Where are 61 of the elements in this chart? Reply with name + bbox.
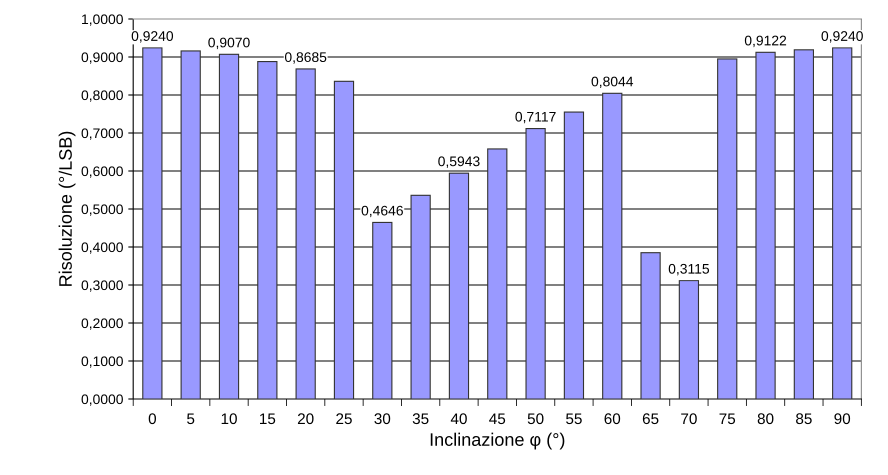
bar <box>257 61 278 399</box>
x-tick-label: 25 <box>336 413 352 424</box>
x-tick-label: 70 <box>681 413 697 424</box>
x-tick-label: 5 <box>187 413 194 424</box>
data-label: 0,8044 <box>592 76 634 88</box>
bar <box>448 172 470 399</box>
y-tick-label: 1,0000 <box>82 14 123 26</box>
x-tick-label: 75 <box>720 413 736 424</box>
bar <box>602 92 622 399</box>
bar <box>180 50 201 399</box>
x-tick-label: 80 <box>758 413 774 424</box>
data-label: 0,9240 <box>822 31 863 43</box>
x-tick-label: 10 <box>222 413 237 424</box>
bar <box>717 58 738 399</box>
bar <box>640 252 661 399</box>
x-tick-label: 65 <box>642 413 658 424</box>
x-tick-label: 30 <box>374 413 390 424</box>
bar <box>525 128 546 399</box>
y-tick-label: 0,9000 <box>82 52 123 64</box>
bar <box>372 222 392 399</box>
data-label: 0,5943 <box>438 156 480 168</box>
x-tick-label: 20 <box>298 413 314 424</box>
y-tick-label: 0,1000 <box>82 356 123 368</box>
bar <box>218 54 240 399</box>
data-label: 0,9240 <box>132 31 174 43</box>
data-label: 0,9122 <box>744 36 786 48</box>
y-tick-label: 0,2000 <box>82 318 123 330</box>
x-tick-label: 15 <box>260 413 276 424</box>
y-tick-label: 0,6000 <box>82 166 123 178</box>
x-axis-title: Inclinazione φ (°) <box>430 432 564 450</box>
x-tick-label: 60 <box>604 413 620 424</box>
bar <box>794 49 814 399</box>
bar <box>142 47 162 399</box>
data-label: 0,8685 <box>284 52 326 64</box>
data-label: 0,9070 <box>208 38 250 50</box>
x-tick-label: 85 <box>796 413 812 424</box>
x-tick-label: 90 <box>834 413 850 424</box>
x-tick-label: 55 <box>566 413 582 424</box>
y-tick-label: 0,0000 <box>82 394 123 406</box>
bar <box>678 280 700 399</box>
data-label: 0,4646 <box>362 206 403 218</box>
x-tick-label: 35 <box>412 413 428 424</box>
y-tick-label: 0,7000 <box>82 128 123 140</box>
bar <box>334 80 354 399</box>
bar <box>410 194 431 399</box>
data-label: 0,3115 <box>668 264 710 276</box>
data-label: 0,7117 <box>515 112 556 124</box>
y-tick-label: 0,4000 <box>82 242 123 254</box>
x-tick-label: 50 <box>528 413 544 424</box>
y-axis-title: Risoluzione (°/LSB) <box>58 132 76 286</box>
y-tick-label: 0,5000 <box>82 204 123 216</box>
bar <box>564 112 584 399</box>
y-tick-label: 0,3000 <box>82 280 123 292</box>
bar <box>296 68 316 399</box>
x-tick-label: 45 <box>489 413 506 424</box>
y-tick-label: 0,8000 <box>82 90 123 102</box>
bar <box>755 52 776 399</box>
x-tick-label: 0 <box>148 413 156 424</box>
bar <box>832 47 852 399</box>
bar <box>487 148 508 399</box>
x-tick-label: 40 <box>450 413 467 424</box>
